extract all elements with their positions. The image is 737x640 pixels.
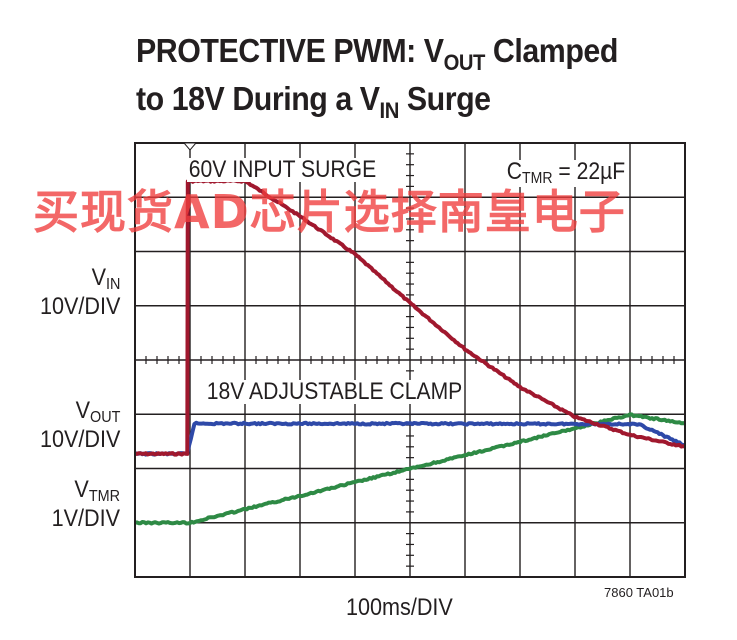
figure-code: 7860 TA01b <box>604 585 674 600</box>
watermark: 买现货AD芯片选择南皇电子 <box>33 185 626 239</box>
channel-label-vtmr: VTMR 1V/DIV <box>51 476 120 532</box>
channel-label-vin: VIN 10V/DIV <box>39 264 120 320</box>
trigger-marker <box>182 142 198 151</box>
chart-title-line-1: PROTECTIVE PWM: VOUT Clamped <box>136 32 618 75</box>
annotation-ctmr: CTMR = 22µF <box>505 158 627 187</box>
chart-title-line-2: to 18V During a VIN Surge <box>136 80 491 123</box>
channel-label-vout: VOUT 10V/DIV <box>39 397 120 453</box>
annotation-clamp: 18V ADJUSTABLE CLAMP <box>205 378 465 405</box>
annotation-input-surge: 60V INPUT SURGE <box>187 156 378 183</box>
plot-frame <box>134 142 686 578</box>
x-axis-label: 100ms/DIV <box>346 594 453 621</box>
